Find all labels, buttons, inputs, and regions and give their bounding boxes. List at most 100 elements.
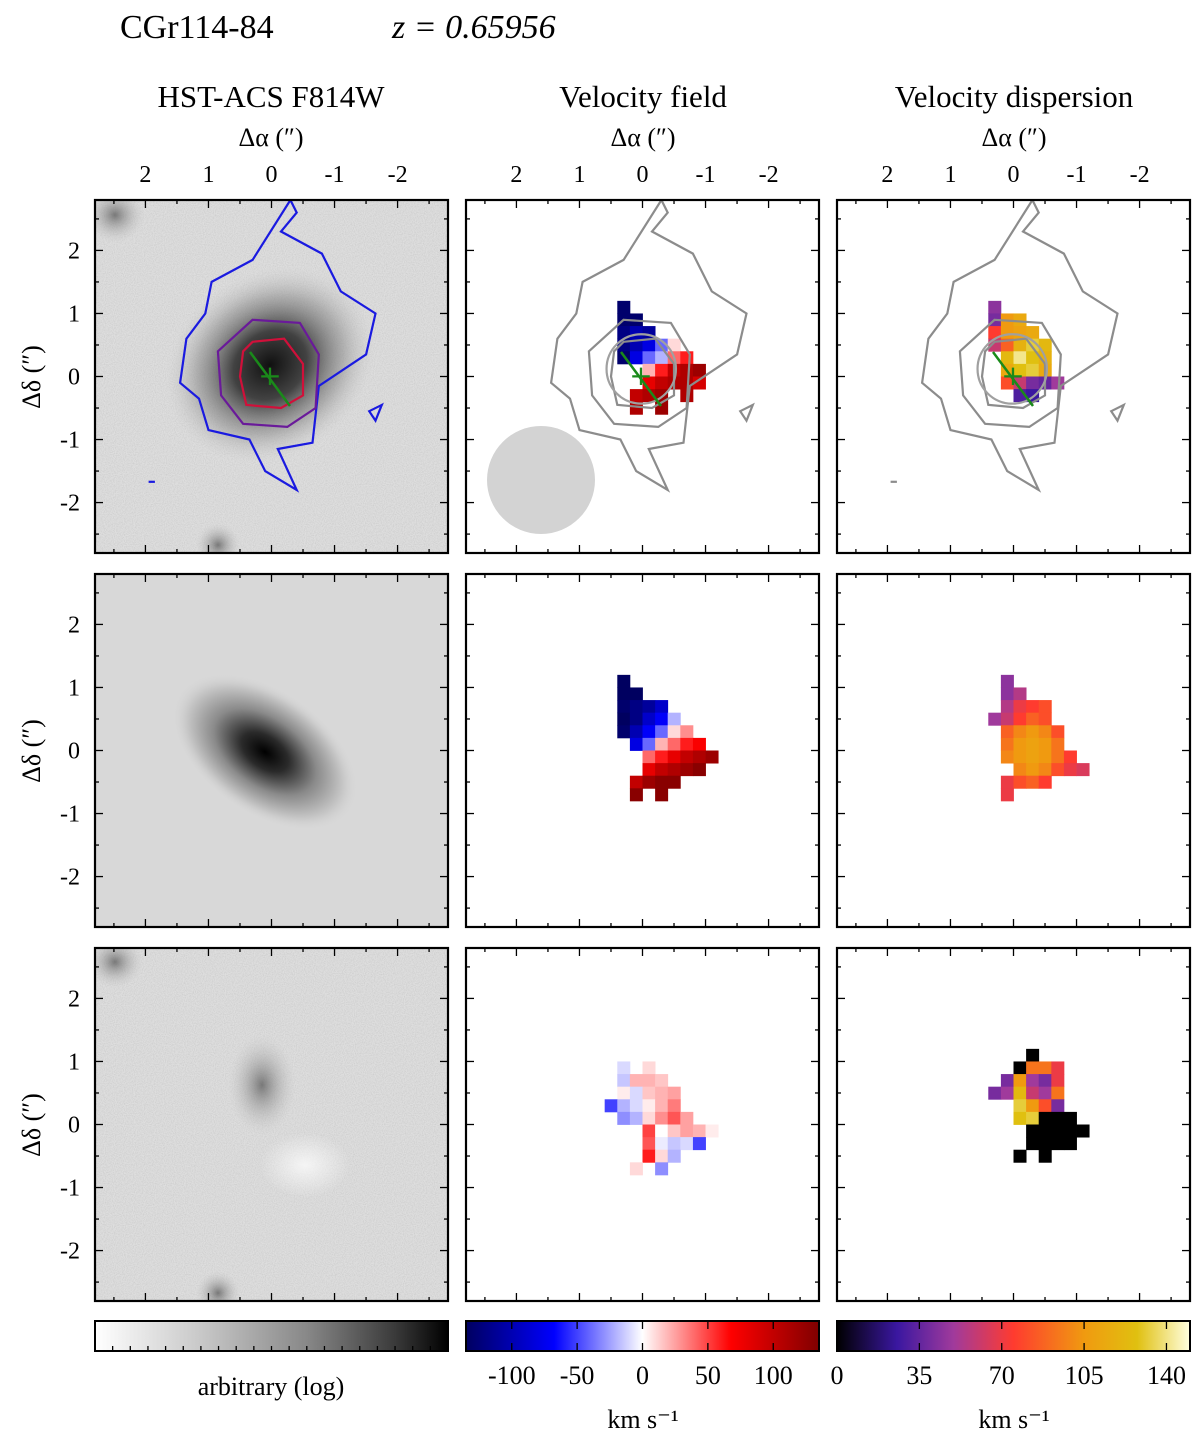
velocity-dispersion-observed-pixel <box>1013 313 1027 327</box>
velocity-field-residual-pixel <box>655 1162 669 1176</box>
colorbar-tick-label: -50 <box>560 1361 595 1390</box>
velocity-field-model-pixel <box>629 788 643 802</box>
y-tick-label: -1 <box>60 428 80 454</box>
y-tick-label: 2 <box>68 238 80 264</box>
velocity-dispersion-residual-pixel <box>1026 1111 1040 1125</box>
velocity-field-model-pixel <box>655 712 669 726</box>
velocity-field-residual-pixel <box>629 1111 643 1125</box>
contour-outer <box>178 200 377 493</box>
velocity-dispersion-residual-pixel <box>1000 1074 1014 1088</box>
velocity-dispersion-model-pixel <box>1051 763 1065 777</box>
velocity-field-model-pixel <box>629 737 643 751</box>
velocity-dispersion-residual-pixel <box>1026 1124 1040 1138</box>
velocity-field-residual-pixel <box>655 1124 669 1138</box>
velocity-dispersion-residual-pixel <box>1013 1086 1027 1100</box>
velocity-dispersion-residual-pixel <box>1038 1149 1052 1163</box>
velocity-dispersion-residual-pixel <box>1013 1149 1027 1163</box>
velocity-field-model-pixel <box>692 763 706 777</box>
velocity-field-model-pixel <box>617 687 631 701</box>
velocity-field-observed-pixel <box>642 351 656 365</box>
velocity-dispersion-model-pixel <box>1038 712 1052 726</box>
velocity-field-residual-pixel <box>692 1124 706 1138</box>
velocity-field-residual-pixel <box>604 1099 618 1113</box>
x-tick-label: 2 <box>881 162 893 188</box>
panel-velocity-dispersion-observed: + <box>837 200 1190 553</box>
contour-middle <box>587 318 691 429</box>
axis-ticks <box>95 200 1190 1301</box>
x-axis-label-col1: Δα (″) <box>611 123 676 152</box>
velocity-field-residual-pixel <box>629 1086 643 1100</box>
velocity-field-model-pixel <box>667 712 681 726</box>
velocity-dispersion-model-pixel <box>988 712 1002 726</box>
colorbar-tick-label: 100 <box>754 1361 793 1390</box>
velocity-dispersion-residual-pixel <box>1051 1124 1065 1138</box>
column-title-velocity-dispersion: Velocity dispersion <box>895 79 1134 114</box>
contour-small-blob <box>367 402 384 423</box>
velocity-dispersion-residual-pixel <box>1038 1124 1052 1138</box>
velocity-dispersion-residual-pixel <box>1038 1061 1052 1075</box>
y-tick-label: -2 <box>60 491 80 517</box>
velocity-dispersion-residual-pixel <box>1063 1137 1077 1151</box>
velocity-dispersion-residual-pixel <box>1038 1074 1052 1088</box>
velocity-dispersion-residual-pixel <box>1013 1061 1027 1075</box>
velocity-dispersion-residual-pixel <box>1000 1086 1014 1100</box>
velocity-dispersion-observed-pixel <box>1026 351 1040 365</box>
contour-outer <box>920 200 1119 493</box>
velocity-field-residual-pixel <box>667 1111 681 1125</box>
velocity-field-model-pixel <box>680 750 694 764</box>
velocity-field-residual-pixel <box>667 1124 681 1138</box>
velocity-field-model-pixel <box>655 725 669 739</box>
velocity-field-model-pixel <box>629 687 643 701</box>
velocity-field-observed-pixel <box>629 389 643 403</box>
colorbar-tick-label: 70 <box>989 1361 1015 1390</box>
velocity-dispersion-observed-pixel <box>1026 363 1040 377</box>
velocity-field-observed-pixel <box>667 338 681 352</box>
velocity-field-residual-pixel <box>655 1086 669 1100</box>
velocity-dispersion-residual-pixel <box>1026 1099 1040 1113</box>
y-axis-label-row3: Δδ (″) <box>17 1093 46 1157</box>
y-tick-label: 0 <box>68 365 80 391</box>
psf-beam <box>487 426 595 534</box>
velocity-field-model-pixel <box>642 750 656 764</box>
panel-velocity-dispersion-residual <box>988 1048 1090 1163</box>
contour-inner <box>238 337 305 410</box>
velocity-dispersion-observed-pixel <box>1013 376 1027 390</box>
velocity-field-residual-pixel <box>680 1124 694 1138</box>
velocity-field-residual-pixel <box>642 1124 656 1138</box>
y-tick-label: -1 <box>60 802 80 828</box>
velocity-dispersion-model-pixel <box>1013 712 1027 726</box>
velocity-dispersion-residual-pixel <box>1051 1074 1065 1088</box>
x-tick-label: 2 <box>139 162 151 188</box>
velocity-field-residual-pixel <box>680 1111 694 1125</box>
contour-small-blob <box>738 402 755 423</box>
velocity-dispersion-residual-pixel <box>1038 1137 1052 1151</box>
velocity-field-model-pixel <box>642 775 656 789</box>
velocity-field-model-pixel <box>642 712 656 726</box>
velocity-field-residual-pixel <box>642 1137 656 1151</box>
y-tick-label: -2 <box>60 1239 80 1265</box>
velocity-dispersion-model-pixel <box>1000 712 1014 726</box>
velocity-dispersion-residual-pixel <box>1026 1061 1040 1075</box>
velocity-field-residual-pixel <box>680 1137 694 1151</box>
y-tick-label: -2 <box>60 865 80 891</box>
velocity-field-residual-pixel <box>667 1149 681 1163</box>
velocity-field-model-pixel <box>667 737 681 751</box>
velocity-dispersion-residual-pixel <box>1051 1086 1065 1100</box>
velocity-field-model-pixel <box>667 763 681 777</box>
velocity-field-residual-pixel <box>667 1086 681 1100</box>
y-tick-label: 1 <box>68 1050 80 1076</box>
velocity-dispersion-residual-pixel <box>1026 1137 1040 1151</box>
velocity-field-model-pixel <box>642 725 656 739</box>
x-tick-label: 0 <box>266 162 278 188</box>
contour-inner <box>980 337 1047 410</box>
velocity-dispersion-residual-pixel <box>1051 1111 1065 1125</box>
velocity-dispersion-observed-pixel <box>1000 376 1014 390</box>
velocity-field-model-pixel <box>617 725 631 739</box>
velocity-dispersion-observed-pixel <box>988 326 1002 340</box>
velocity-dispersion-residual-pixel <box>1063 1111 1077 1125</box>
y-tick-label: 2 <box>68 612 80 638</box>
velocity-field-residual-pixel <box>642 1061 656 1075</box>
x-tick-label: 2 <box>510 162 522 188</box>
velocity-dispersion-residual-pixel <box>1051 1061 1065 1075</box>
velocity-field-model-pixel <box>680 737 694 751</box>
